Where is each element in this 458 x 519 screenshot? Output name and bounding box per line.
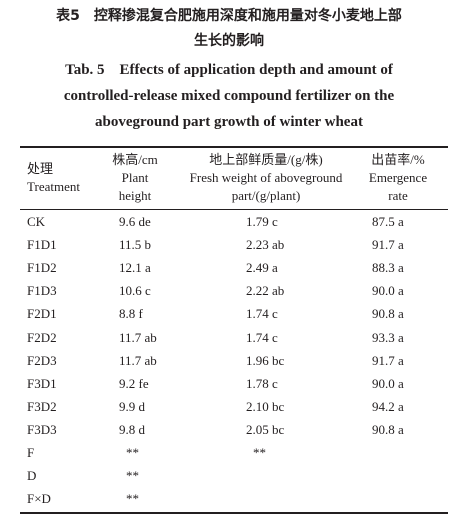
row-label: F2D3 <box>27 352 57 368</box>
cell-value: 87.5 a <box>372 214 404 229</box>
cell-value: ** <box>253 445 266 460</box>
header-cell: Plant <box>121 170 149 185</box>
cell-value: 2.23 ab <box>246 237 285 253</box>
cell-value: 12.1 a <box>119 260 151 276</box>
row-label: F×D <box>27 491 51 507</box>
cell-value: 90.8 a <box>372 421 404 437</box>
cell-value: 2.22 ab <box>246 283 285 299</box>
caption-en: controlled-release mixed compound fertil… <box>63 88 395 104</box>
row-label: F3D1 <box>27 375 57 391</box>
row-label: CK <box>27 214 46 229</box>
cell-value: ** <box>126 468 139 484</box>
cell-value: 2.10 bc <box>246 398 285 414</box>
cell-value: 90.0 a <box>372 283 404 299</box>
cell-value: 1.78 c <box>246 375 278 391</box>
row-label: F1D1 <box>27 237 57 253</box>
cell-value: 11.7 ab <box>119 352 157 368</box>
bottom-rule <box>20 512 448 514</box>
cell-value: 94.2 a <box>372 398 404 414</box>
cell-value: 8.8 f <box>119 306 143 322</box>
cell-value: 9.6 de <box>119 214 151 229</box>
cell-value: 91.7 a <box>372 352 404 368</box>
header-cell: part/(g/plant) <box>231 188 301 203</box>
caption-en: aboveground part growth of winter wheat <box>95 114 363 130</box>
header-cell: 株高/cm <box>112 152 158 167</box>
header-cell: 处理 <box>27 161 54 176</box>
caption-cn: 表5 控释掺混复合肥施用深度和施用量对冬小麦地上部 <box>56 8 402 24</box>
header-cell: height <box>118 188 152 203</box>
row-label: D <box>27 468 37 484</box>
header-cell: rate <box>388 188 408 203</box>
cell-value: 9.8 d <box>119 421 145 437</box>
header-cell: 出苗率/% <box>371 152 425 167</box>
cell-value: 9.9 d <box>119 398 145 414</box>
cell-value: 11.7 ab <box>119 329 157 345</box>
row-label: F3D3 <box>27 421 57 437</box>
caption-en: Tab. 5 Effects of application depth and … <box>65 62 393 78</box>
row-label: F <box>27 445 35 460</box>
cell-value: 93.3 a <box>372 329 404 345</box>
row-label: F2D1 <box>27 306 57 322</box>
cell-value: 10.6 c <box>119 283 151 299</box>
cell-value: ** <box>126 491 139 507</box>
cell-value: 9.2 fe <box>119 375 149 391</box>
header-cell: Treatment <box>27 179 80 194</box>
header-cell: Fresh weight of aboveground <box>189 170 343 185</box>
cell-value: 2.05 bc <box>246 421 285 437</box>
cell-value: 1.79 c <box>246 214 278 229</box>
header-cell: 地上部鲜质量/(g/株) <box>209 152 323 167</box>
cell-value: 2.49 a <box>246 260 278 276</box>
cell-value: 90.0 a <box>372 375 404 391</box>
cell-value: 1.74 c <box>246 306 278 322</box>
header-rule <box>20 209 448 210</box>
cell-value: 88.3 a <box>372 260 404 276</box>
caption-cn: 生长的影响 <box>194 33 264 49</box>
cell-value: 91.7 a <box>372 237 404 253</box>
cell-value: ** <box>126 445 139 460</box>
row-label: F3D2 <box>27 398 57 414</box>
row-label: F1D2 <box>27 260 57 276</box>
cell-value: 1.74 c <box>246 329 278 345</box>
row-label: F2D2 <box>27 329 57 345</box>
cell-value: 90.8 a <box>372 306 404 322</box>
cell-value: 1.96 bc <box>246 352 285 368</box>
header-cell: Emergence <box>368 170 428 185</box>
cell-value: 11.5 b <box>119 237 152 253</box>
top-rule <box>20 146 448 148</box>
row-label: F1D3 <box>27 283 57 299</box>
